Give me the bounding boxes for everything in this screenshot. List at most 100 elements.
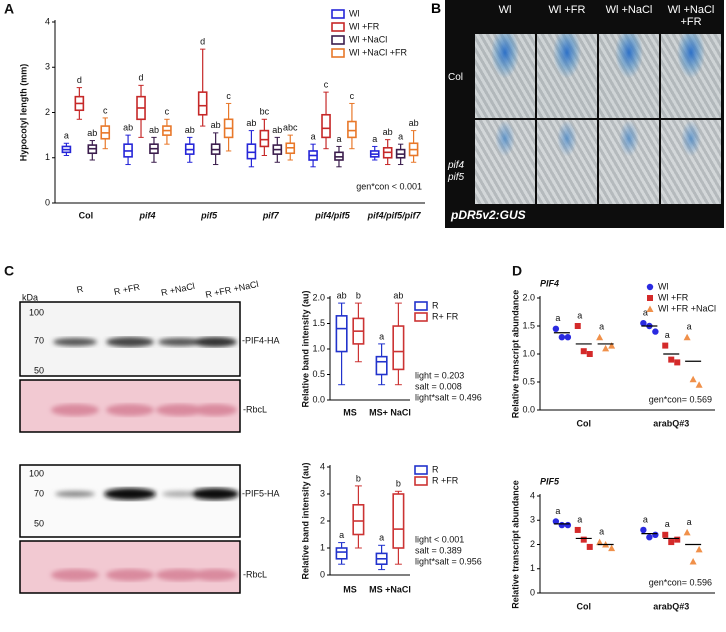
- lane-label: R +FR +NaCl: [204, 279, 259, 300]
- data-point: [674, 536, 681, 543]
- significance-letter: a: [555, 313, 560, 323]
- data-point: [683, 333, 691, 341]
- significance-letter: c: [226, 91, 231, 101]
- y-tick-label: 0.5: [312, 369, 325, 379]
- significance-letter: b: [356, 290, 361, 300]
- data-point: [640, 320, 647, 327]
- box: [335, 547, 348, 560]
- seedling-image: [661, 34, 721, 118]
- y-tick-label: 2: [320, 515, 325, 525]
- legend-label: Wl: [349, 8, 360, 18]
- significance-letter: a: [643, 514, 648, 524]
- stat-note: gen*con= 0.596: [649, 577, 712, 587]
- stat-note: light*salt = 0.496: [415, 392, 482, 402]
- y-tick-label: 2: [530, 539, 535, 549]
- box: [392, 325, 405, 371]
- y-tick-label: 3: [320, 488, 325, 498]
- x-tick-label: pif5: [200, 210, 218, 220]
- legend-swatch: [331, 9, 345, 19]
- y-tick-label: 1: [45, 152, 50, 162]
- marker-label: 100: [29, 307, 44, 317]
- y-tick-label: 4: [320, 461, 325, 471]
- data-point: [586, 543, 593, 550]
- y-axis-label: Relative band intensity (au): [300, 462, 310, 579]
- significance-letter: ab: [185, 125, 195, 135]
- significance-letter: ab: [87, 128, 97, 138]
- x-tick-label: Col: [577, 601, 592, 611]
- legend-marker: [647, 295, 653, 301]
- data-point: [695, 381, 703, 388]
- significance-letter: c: [324, 80, 329, 90]
- data-point: [695, 545, 703, 553]
- data-point: [564, 521, 572, 529]
- legend-label: R+ FR: [432, 311, 459, 321]
- legend-label: R: [432, 300, 439, 310]
- data-point: [689, 557, 697, 565]
- column-header: Wl +NaCl +FR: [667, 4, 715, 28]
- stat-note: salt = 0.389: [415, 545, 462, 555]
- data-point: [552, 325, 560, 332]
- column-header: Wl: [498, 4, 512, 16]
- x-tick-label: pif7: [262, 210, 280, 220]
- significance-letter: bc: [260, 107, 270, 117]
- box: [352, 503, 365, 536]
- x-tick-label: MS: [343, 407, 357, 417]
- significance-letter: b: [356, 473, 361, 483]
- y-axis-label: Relative band intensity (au): [300, 290, 310, 407]
- y-tick-label: 0: [530, 587, 535, 597]
- seedling-image: [475, 34, 535, 118]
- box: [259, 129, 270, 148]
- y-tick-label: 3: [45, 62, 50, 72]
- blot-bands: [51, 569, 237, 581]
- data-point: [564, 334, 572, 341]
- significance-letter: c: [165, 107, 170, 117]
- data-point: [689, 375, 697, 383]
- blot: [19, 540, 241, 594]
- band-label: -PIF5-HA: [242, 488, 280, 498]
- gus-panel: B Wl Wl +FR Wl +NaCl Wl +NaCl +FR Col pi…: [431, 0, 724, 228]
- marker-label: 70: [34, 335, 44, 345]
- y-tick-label: 2.0: [522, 292, 535, 302]
- y-tick-label: 1.0: [522, 348, 535, 358]
- x-tick-label: arabQ#3: [653, 418, 689, 428]
- y-tick-label: 1.5: [522, 320, 535, 330]
- y-axis-label: Relative transcript abundance: [510, 290, 520, 419]
- data-point: [683, 528, 691, 536]
- x-tick-label: MS +NaCl: [369, 584, 411, 594]
- significance-letter: a: [577, 514, 582, 524]
- y-tick-label: 1.5: [312, 318, 325, 328]
- data-point: [552, 518, 560, 525]
- box: [197, 91, 208, 116]
- box: [347, 120, 357, 139]
- caption: pDR5v2:GUS: [451, 208, 526, 222]
- data-point: [608, 544, 616, 552]
- data-point: [668, 539, 675, 546]
- legend-swatch: [414, 465, 428, 475]
- seedling-image: [599, 34, 659, 118]
- significance-letter: a: [64, 131, 69, 141]
- x-tick-label: arabQ#3: [653, 601, 689, 611]
- significance-letter: d: [77, 75, 82, 85]
- y-tick-label: 0: [45, 197, 50, 207]
- significance-letter: b: [396, 479, 401, 489]
- seedling-image: [599, 120, 659, 204]
- legend-swatch: [414, 476, 428, 486]
- significance-letter: a: [555, 506, 560, 516]
- lane-label: R +FR: [113, 282, 141, 297]
- stat-note: light = 0.203: [415, 370, 464, 380]
- data-point: [586, 351, 593, 357]
- stat-note: gen*con < 0.001: [356, 181, 422, 191]
- marker-label: 70: [34, 488, 44, 498]
- legend-marker: [646, 283, 654, 291]
- x-tick-label: pif4/pif5: [314, 210, 350, 220]
- y-tick-label: 2: [45, 107, 50, 117]
- marker-label: 50: [34, 365, 44, 375]
- legend-swatch: [331, 35, 345, 45]
- significance-letter: ab: [123, 123, 133, 133]
- data-point: [608, 342, 616, 349]
- y-tick-label: 1.0: [312, 343, 325, 353]
- significance-letter: abc: [283, 123, 298, 133]
- data-point: [640, 526, 647, 534]
- legend-marker: [646, 305, 654, 312]
- significance-letter: a: [665, 519, 670, 529]
